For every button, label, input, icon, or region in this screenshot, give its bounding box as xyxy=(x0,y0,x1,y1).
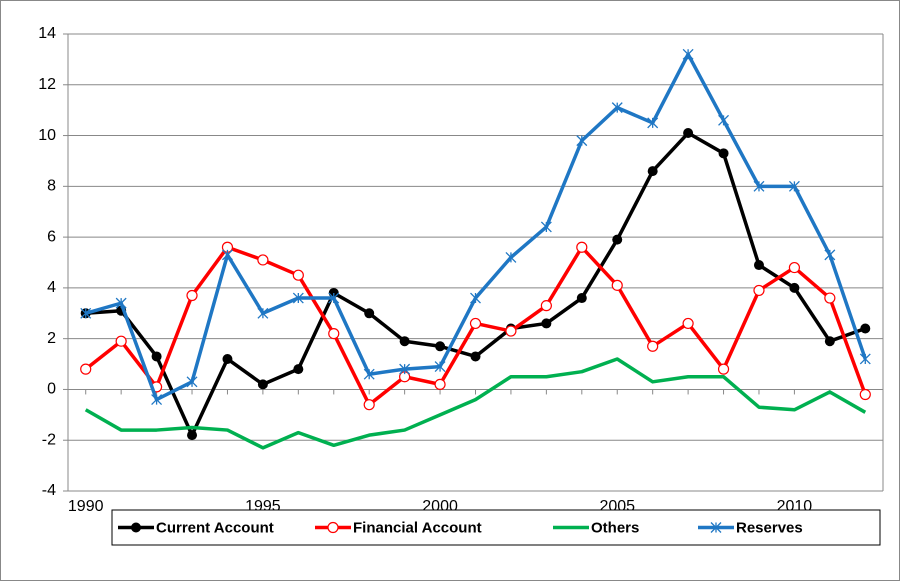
marker xyxy=(115,335,127,347)
marker xyxy=(363,368,375,380)
marker xyxy=(328,292,340,304)
marker xyxy=(469,317,482,330)
marker xyxy=(611,279,623,291)
marker xyxy=(789,282,800,293)
marker xyxy=(710,522,722,533)
marker xyxy=(753,180,765,192)
marker xyxy=(187,430,198,441)
marker xyxy=(115,297,127,309)
marker xyxy=(470,292,481,304)
marker xyxy=(257,379,268,390)
marker xyxy=(434,378,446,390)
legend-label: Others xyxy=(591,519,639,536)
y-tick-label: 8 xyxy=(47,178,56,195)
marker xyxy=(647,117,659,129)
marker xyxy=(293,364,304,375)
marker xyxy=(221,249,233,261)
legend-box xyxy=(111,509,881,546)
y-tick-label: -2 xyxy=(42,431,56,448)
marker xyxy=(718,114,730,126)
marker xyxy=(435,341,446,352)
marker xyxy=(859,353,871,365)
y-tick-label: 12 xyxy=(38,76,56,93)
marker xyxy=(576,135,588,147)
marker xyxy=(292,292,304,304)
marker xyxy=(222,353,233,364)
marker xyxy=(682,48,694,60)
y-tick-label: 6 xyxy=(47,228,56,245)
y-tick-label: 2 xyxy=(47,330,56,347)
marker xyxy=(364,308,375,319)
marker xyxy=(753,260,764,271)
marker xyxy=(80,307,92,319)
y-tick-label: 4 xyxy=(47,279,56,296)
marker xyxy=(327,521,339,534)
marker xyxy=(131,522,141,533)
marker xyxy=(186,289,198,302)
marker xyxy=(788,180,800,192)
marker xyxy=(647,340,659,352)
marker xyxy=(576,241,588,253)
marker xyxy=(788,261,801,274)
marker xyxy=(540,300,552,312)
marker xyxy=(824,249,836,261)
legend-label: Reserves xyxy=(736,519,803,536)
marker xyxy=(540,221,552,233)
y-tick-label: 10 xyxy=(38,127,56,144)
marker xyxy=(399,363,411,375)
marker xyxy=(717,363,730,375)
legend-label: Current Account xyxy=(156,519,274,536)
marker xyxy=(505,251,517,263)
y-tick-label: 14 xyxy=(38,25,56,42)
marker xyxy=(859,388,871,401)
marker xyxy=(151,394,163,406)
marker xyxy=(860,323,871,334)
marker xyxy=(612,234,623,245)
x-tick-label: 1990 xyxy=(68,498,104,515)
marker xyxy=(505,325,517,337)
marker xyxy=(647,166,658,177)
marker xyxy=(824,336,835,347)
marker xyxy=(151,351,162,362)
marker xyxy=(683,128,694,139)
marker xyxy=(257,307,269,319)
marker xyxy=(328,327,340,340)
y-tick-label: -4 xyxy=(42,482,56,499)
marker xyxy=(186,376,198,388)
marker xyxy=(718,148,729,159)
marker xyxy=(80,363,92,375)
marker xyxy=(292,269,304,281)
legend-label: Financial Account xyxy=(353,519,482,536)
series-line xyxy=(84,357,867,450)
marker xyxy=(576,293,587,304)
marker xyxy=(753,284,765,297)
marker xyxy=(363,399,375,411)
marker xyxy=(682,317,694,330)
marker xyxy=(470,351,481,362)
marker xyxy=(434,361,446,373)
y-tick-label: 0 xyxy=(47,381,56,398)
marker xyxy=(257,254,269,266)
marker xyxy=(611,102,623,114)
marker xyxy=(824,292,836,304)
marker xyxy=(541,318,552,329)
marker xyxy=(399,336,410,347)
